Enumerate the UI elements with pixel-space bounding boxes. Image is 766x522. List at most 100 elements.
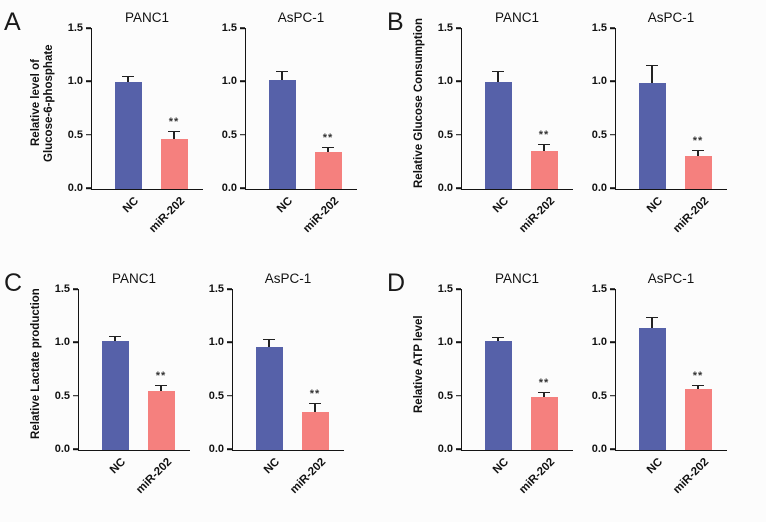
x-tick-label: miR-202 — [671, 195, 712, 236]
chart-body: PANC1 0.0 0.5 1.0 1.5 ** NC miR-202 — [44, 271, 190, 507]
error-bar-stem — [651, 317, 653, 329]
x-tick-label: miR-202 — [517, 456, 558, 497]
bar-nc — [101, 341, 129, 450]
bar-mir-202 — [530, 150, 558, 189]
y-tick-mark — [73, 288, 78, 290]
bar-mir-202 — [147, 391, 175, 450]
significance-marker: ** — [692, 134, 704, 147]
error-bar-stem — [160, 385, 162, 392]
y-tick-label: 0.5 — [67, 128, 83, 141]
error-bar-stem — [543, 145, 545, 151]
y-tick-label: 1.5 — [591, 22, 607, 34]
error-bar — [109, 335, 121, 342]
chart-title: AsPC-1 — [264, 271, 312, 286]
error-bar-stem — [697, 150, 699, 156]
y-tick-label: 0.0 — [54, 443, 70, 455]
y-axis: 0.0 0.5 1.0 1.5 — [581, 283, 615, 455]
plot-row: 0.0 0.5 1.0 1.5 ** — [427, 283, 573, 455]
bar-nc — [268, 80, 296, 189]
x-tick-label: miR-202 — [517, 195, 558, 236]
error-bar — [309, 403, 321, 412]
y-axis: 0.0 0.5 1.0 1.5 — [44, 283, 78, 455]
chart-title: PANC1 — [494, 271, 539, 286]
x-tick-label: miR-202 — [301, 195, 342, 236]
y-tick-label: 0.5 — [208, 389, 224, 402]
plot-row: 0.0 0.5 1.0 1.5 ** — [211, 22, 357, 194]
error-bar-stem — [127, 76, 129, 83]
y-tick-mark — [73, 448, 78, 450]
error-bar — [276, 70, 288, 81]
x-tick-label: miR-202 — [288, 456, 329, 497]
y-tick-label: 0.0 — [221, 182, 237, 194]
x-axis-labels: NC miR-202 — [78, 451, 190, 507]
significance-marker: ** — [538, 377, 550, 390]
significance-marker: ** — [692, 369, 704, 382]
y-tick-label: 1.5 — [67, 22, 83, 34]
error-bar — [492, 336, 504, 342]
panel-label: A — [4, 8, 21, 36]
y-tick-label: 0.5 — [591, 128, 607, 141]
y-tick-mark — [240, 133, 245, 136]
x-tick-label: NC — [262, 456, 283, 477]
y-axis-label: Relative level of Glucose-6-phosphate — [30, 44, 55, 162]
y-axis-label: Relative Lactate production — [30, 288, 42, 440]
bar-mir-202 — [684, 155, 712, 189]
bar-nc — [484, 341, 512, 450]
x-axis-labels: NC miR-202 — [615, 451, 727, 507]
bar-mir-202 — [530, 396, 558, 450]
bar-chart-aspc-1: AsPC-1 0.0 0.5 1.0 1.5 ** NC miR-202 — [581, 271, 727, 507]
y-tick-mark — [610, 27, 615, 29]
y-tick-mark — [86, 80, 91, 83]
y-tick-label: 0.5 — [54, 389, 70, 402]
y-tick-mark — [240, 80, 245, 83]
error-bar — [646, 65, 658, 84]
error-bar-stem — [697, 385, 699, 390]
error-bar — [692, 384, 704, 390]
bar-chart-panc1: Relative ATP level PANC1 0.0 0.5 1.0 1.5 ** NC m… — [413, 271, 573, 507]
error-bar-stem — [173, 132, 175, 139]
error-bar — [155, 384, 167, 392]
x-axis-labels: NC miR-202 — [232, 451, 344, 507]
error-bar-stem — [281, 71, 283, 81]
y-tick-label: 1.0 — [208, 336, 224, 349]
error-bar — [492, 70, 504, 83]
error-bar-stem — [651, 66, 653, 84]
significance-marker: ** — [155, 369, 167, 382]
error-bar — [263, 339, 275, 347]
error-bar-stem — [543, 393, 545, 397]
x-tick-label: NC — [645, 195, 666, 216]
panel-b: B Relative Glucose Consumption PANC1 0.0 0.5… — [383, 0, 766, 261]
y-tick-label: 1.0 — [437, 75, 453, 88]
y-tick-label: 1.5 — [221, 22, 237, 34]
plot-row: 0.0 0.5 1.0 1.5 ** — [198, 283, 344, 455]
bar-chart-panc1: Relative Lactate production PANC1 0.0 0.5 1.… — [30, 271, 190, 507]
chart-title: PANC1 — [494, 10, 539, 25]
y-tick-mark — [456, 133, 461, 136]
significance-marker: ** — [309, 388, 321, 401]
panel-c: C Relative Lactate production PANC1 0.0 0.5 1… — [0, 261, 383, 522]
y-tick-label: 0.0 — [437, 443, 453, 455]
error-bar — [168, 131, 180, 139]
x-tick-label: NC — [491, 456, 512, 477]
bar-chart-panc1: Relative level of Glucose-6-phosphate PAN… — [30, 10, 203, 246]
y-tick-mark — [610, 448, 615, 450]
y-tick-mark — [240, 27, 245, 29]
y-tick-label: 1.0 — [591, 75, 607, 88]
y-axis: 0.0 0.5 1.0 1.5 — [211, 22, 245, 194]
error-bar — [122, 75, 134, 83]
y-tick-label: 0.5 — [591, 389, 607, 402]
y-tick-mark — [227, 448, 232, 450]
x-axis-labels: NC miR-202 — [245, 190, 357, 246]
error-bar — [538, 144, 550, 151]
y-tick-mark — [240, 187, 245, 189]
y-tick-mark — [610, 394, 615, 397]
y-tick-label: 0.0 — [67, 182, 83, 194]
bar-chart-aspc-1: AsPC-1 0.0 0.5 1.0 1.5 ** NC miR-202 — [198, 271, 344, 507]
panel-label: B — [387, 8, 404, 36]
chart-body: AsPC-1 0.0 0.5 1.0 1.5 ** NC miR-202 — [581, 271, 727, 507]
y-tick-mark — [456, 448, 461, 450]
x-axis-labels: NC miR-202 — [461, 190, 573, 246]
x-tick-label: miR-202 — [671, 456, 712, 497]
y-axis: 0.0 0.5 1.0 1.5 — [427, 283, 461, 455]
error-bar-stem — [268, 340, 270, 347]
